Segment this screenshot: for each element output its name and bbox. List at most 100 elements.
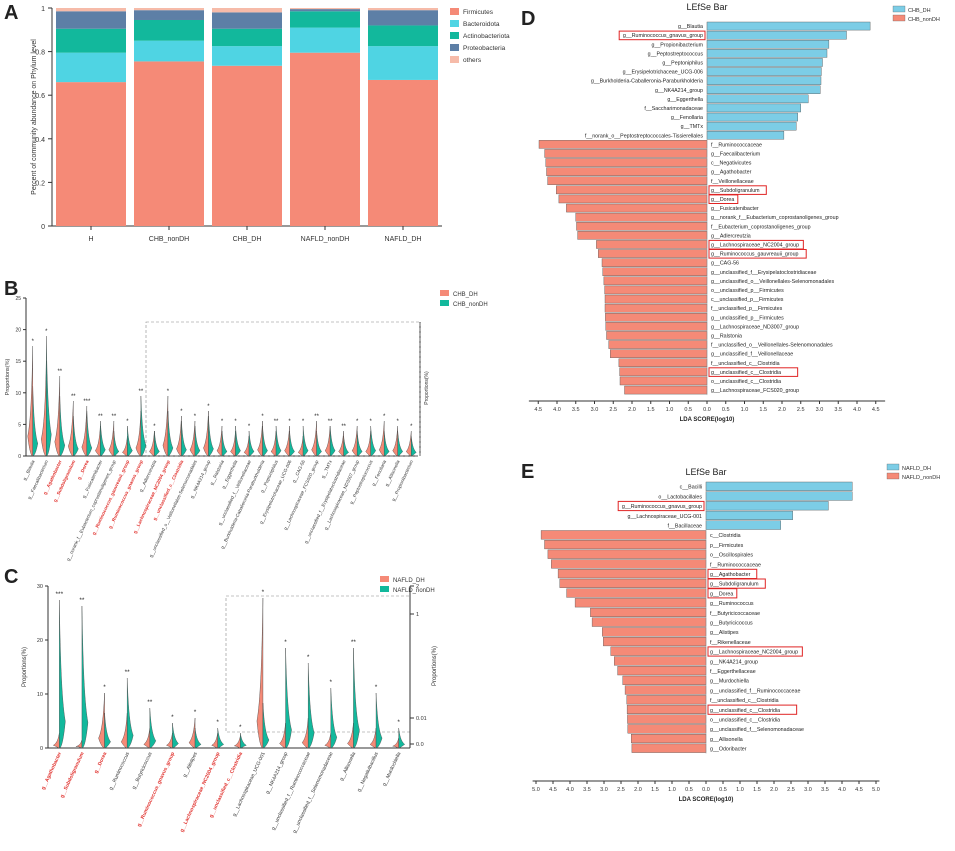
y-tick-label: 20 [37,638,43,644]
significance-mark: ** [341,424,346,430]
lda-bar-label: c__Bacilli [680,485,702,491]
x-tick-label: 2.0 [770,787,778,793]
lda-bar [613,656,707,666]
bar-segment-bacteroidota [56,52,126,83]
legend-label: NAFLD_nonDH [902,475,940,481]
violin-nafld-nondh [375,692,383,749]
lda-bar [604,303,708,313]
significance-mark: * [32,339,35,345]
lda-bar [617,666,707,676]
lda-bar-label: f__Rikenellaceae [710,640,751,646]
x-tick-label: g__CAG-56 [291,459,306,484]
legend-swatch [440,290,449,296]
lda-bar-label: g__unclassified_f__Veillonellaceae [711,352,793,358]
significance-mark: * [221,419,224,425]
violin-chb-nondh [194,425,201,457]
lda-bar [557,569,707,579]
lda-bar-label: g__Murdochiella [710,679,749,685]
lda-bar-label: p__Firmicutes [710,543,744,549]
lda-bar-label: g__Agathobacter [711,170,752,176]
lda-bar-label: g__Ralstonia [711,334,742,340]
legend-swatch [892,14,906,22]
y-tick-label: 10 [15,391,21,397]
lda-bar-label: g__Agathobacter [710,572,751,578]
x-tick-label: 4.5 [872,407,880,413]
x-tick-label: 2.0 [628,407,636,413]
significance-mark: ** [57,369,62,375]
bar-segment-firmicutes [56,82,126,227]
lda-bar [575,212,708,222]
inset-frame [145,321,421,457]
violin-nafld-nondh [104,712,111,749]
violin-nafld-nondh [172,722,179,749]
violin-chb-nondh [59,395,66,457]
bar-segment-proteobacteria [56,11,126,29]
x-tick-label: g__Agathobacter [40,751,63,791]
lda-bar-label: g__unclassified_o__Veillonellales-Seleno… [711,279,834,285]
x-tick-label: g__TMTx [320,459,333,479]
panel-label-a: A [4,2,19,24]
legend-swatch [380,586,389,592]
significance-mark: ** [274,419,279,425]
legend-swatch [450,32,459,39]
significance-mark: * [239,724,242,731]
violin-chb-dh [257,420,263,457]
lda-bar [551,559,707,569]
lda-bar-label: o__Oscillospirales [710,553,753,559]
y-tick-label: 10 [37,692,43,698]
panel-label-b: B [4,278,19,300]
x-tick-label: 0.5 [685,787,693,793]
legend-swatch [440,300,449,306]
lda-bar-label: g__NK4A214_group [710,659,758,665]
violin-chb-dh [338,430,344,457]
x-tick-label: H [88,236,93,243]
y-tick-label: 0.4 [35,137,45,144]
legend-label: NAFLD_DH [393,578,425,584]
lda-bar [576,221,708,231]
violin-chb-nondh [127,425,133,457]
violin-nafld-nondh [194,727,202,749]
right-tick-label: 2 [416,584,419,590]
y-axis-label: Proportions(%) [22,647,28,687]
significance-mark: * [216,719,219,726]
bar-segment-others [134,8,204,11]
lda-bar [604,285,708,295]
x-tick-label: g__Dorea [76,459,90,480]
violin-chb-nondh [181,420,187,457]
lda-bar [706,121,797,131]
violin-chb-nondh [154,430,160,457]
lda-bar [566,203,708,213]
significance-mark: * [171,714,174,721]
x-tick-label: 2.5 [787,787,795,793]
x-tick-label: CHB_DH [233,236,262,243]
chart-title: LEfSe Bar [685,467,726,477]
lda-bar-label: g__Adlercreutzia [711,233,751,239]
violin-nafld-nondh [307,662,315,749]
lda-bar-label: g__TMTx [681,124,704,130]
lda-bar [601,258,708,267]
violin-chb-dh [135,410,142,457]
y-tick-label: 1 [41,6,45,13]
highlight-box [708,367,799,377]
violin-nafld-dh [279,722,286,749]
x-tick-label: 1.5 [647,407,655,413]
violin-chb-dh [324,425,331,457]
lda-bar [603,636,707,647]
x-tick-label: 0.0 [702,787,710,793]
legend-swatch [886,472,900,480]
violin-chb-dh [189,420,196,457]
bar-segment-bacteroidota [368,46,438,80]
right-tick-label: 0.0 [416,742,424,748]
lda-bar-label: g__Odoribacter [710,747,747,753]
lda-bar-label: g__Eggerthella [667,97,703,103]
violin-nafld-dh [256,597,264,749]
significance-mark: * [194,414,197,420]
lda-bar-label: g__Ruminococcus_gnavus_group [622,504,702,510]
lda-bar [706,103,801,113]
violin-chb-dh [230,430,236,457]
violin-chb-dh [68,400,74,457]
violin-chb-dh [108,420,115,457]
lda-bar [706,21,871,31]
significance-mark: * [194,709,197,716]
bar-segment-firmicutes [290,52,360,226]
